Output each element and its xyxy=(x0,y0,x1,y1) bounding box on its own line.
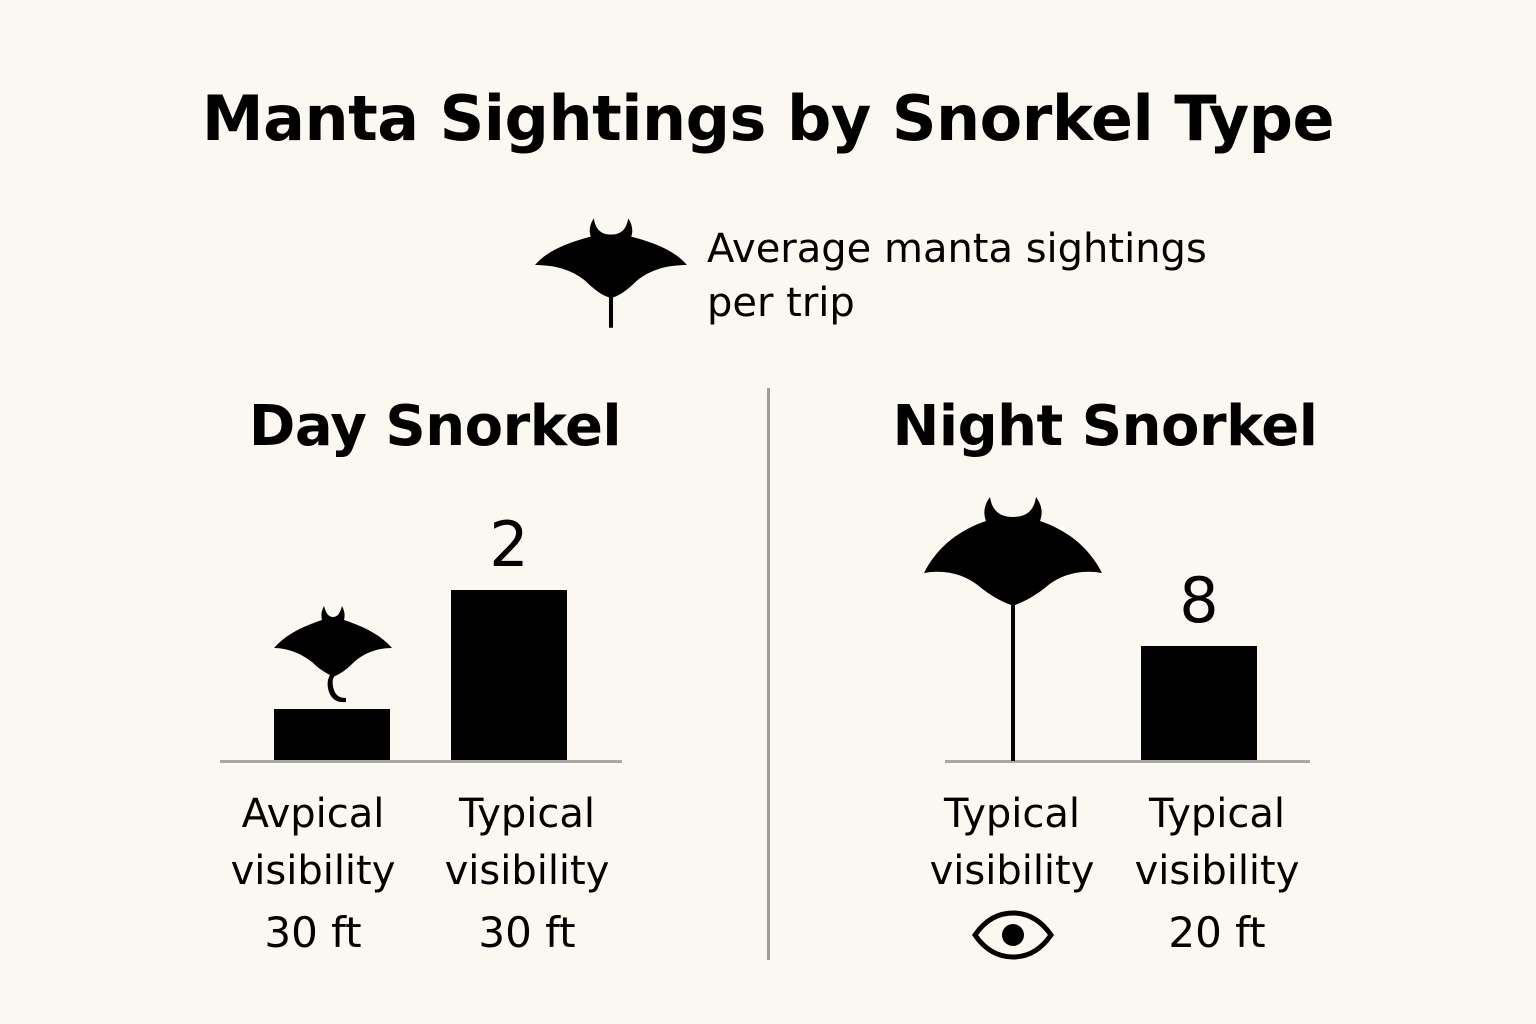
tick-label-line: Typical xyxy=(1149,791,1285,837)
tick-label-line: 20 ft xyxy=(1168,908,1266,957)
tick-label-line: visibility xyxy=(1134,848,1300,894)
night-baseline xyxy=(945,760,1310,763)
night-value-label: 8 xyxy=(1179,564,1219,637)
tick-label-line: Avpical xyxy=(241,791,385,837)
night-panel-title: Night Snorkel xyxy=(892,394,1318,459)
tick-label-line: visibility xyxy=(444,848,610,894)
eye-icon xyxy=(971,910,1055,960)
legend: Average manta sightings per trip xyxy=(707,222,1307,330)
panel-divider xyxy=(767,388,770,960)
night-category-1-label: Typical visibility xyxy=(897,786,1127,900)
day-baseline xyxy=(220,760,622,763)
night-bar-typical xyxy=(1141,646,1257,760)
chart-title: Manta Sightings by Snorkel Type xyxy=(201,82,1335,155)
tick-label-line: visibility xyxy=(230,848,396,894)
day-value-label: 2 xyxy=(489,508,529,581)
tick-label-line: Typical xyxy=(459,791,595,837)
manta-ray-icon xyxy=(274,606,392,703)
day-panel-title: Day Snorkel xyxy=(248,394,622,459)
night-category-2-label: Typical visibility 20 ft xyxy=(1102,786,1332,961)
tick-label-line: 30 ft xyxy=(478,908,576,957)
manta-ray-icon xyxy=(535,218,687,328)
manta-ray-icon xyxy=(924,497,1102,761)
legend-line-1: Average manta sightings xyxy=(707,226,1207,272)
day-category-1-label: Avpical visibility 30 ft xyxy=(198,786,428,961)
tick-label-line: 30 ft xyxy=(264,908,362,957)
tick-label-line: Typical xyxy=(944,791,1080,837)
legend-line-2: per trip xyxy=(707,280,855,326)
day-bar-typical xyxy=(451,590,567,760)
day-category-2-label: Typical visibility 30 ft xyxy=(412,786,642,961)
day-bar-avpical xyxy=(274,709,390,760)
tick-label-line: visibility xyxy=(929,848,1095,894)
